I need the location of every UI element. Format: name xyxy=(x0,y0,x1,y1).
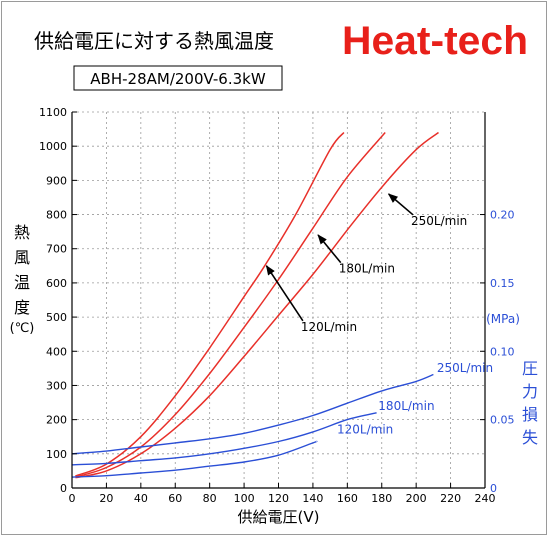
y-tick-label: 100 xyxy=(46,448,67,461)
y-axis-title-char: 温 xyxy=(14,273,30,292)
x-tick-label: 20 xyxy=(99,492,113,505)
y2-axis-title-char: 損 xyxy=(522,405,538,424)
y2-axis-title-char: 力 xyxy=(522,382,538,401)
y-tick-label: 800 xyxy=(46,209,67,222)
x-tick-label: 40 xyxy=(134,492,148,505)
x-axis-title: 供給電圧(V) xyxy=(238,508,320,526)
y-tick-label: 1000 xyxy=(39,140,67,153)
pressure-line-120L/min xyxy=(71,440,318,478)
y2-axis-title-char: 失 xyxy=(522,428,538,447)
temperature-label-arrow xyxy=(317,234,342,264)
model-box xyxy=(73,65,283,91)
y-tick-label: 200 xyxy=(46,414,67,427)
y-axis-title-char: 風 xyxy=(14,248,30,267)
y2-tick-label: 0.10 xyxy=(490,345,515,358)
x-tick-label: 200 xyxy=(406,492,427,505)
y-axis-unit: (℃) xyxy=(10,321,35,336)
model-label: ABH-28AM/200V-6.3kW xyxy=(90,70,266,88)
pressure-label-180L/min: 180L/min xyxy=(378,399,434,413)
y2-tick-label: 0.20 xyxy=(490,209,515,222)
temperature-line-180L/min xyxy=(75,132,386,478)
axes: 0 20 40 60 80 100 120 140 160 180 200 220 2400100200… xyxy=(10,106,538,526)
x-tick-label: 100 xyxy=(234,492,255,505)
y2-axis-unit: (MPa) xyxy=(486,312,520,326)
x-tick-label: 220 xyxy=(440,492,461,505)
x-tick-label: 0 xyxy=(69,492,76,505)
x-tick-label: 240 xyxy=(475,492,496,505)
y2-tick-label: 0 xyxy=(490,482,497,495)
y-tick-label: 700 xyxy=(46,243,67,256)
y-tick-label: 600 xyxy=(46,277,67,290)
temperature-label-250L/min: 250L/min xyxy=(411,214,467,228)
y-tick-label: 0 xyxy=(60,482,67,495)
series-layer xyxy=(71,131,439,479)
brand-logo: Heat-tech xyxy=(342,19,528,63)
y-tick-label: 900 xyxy=(46,174,67,187)
temperature-line-120L/min xyxy=(75,132,345,477)
annotations: 250L/min 180L/min 120L/min 250L/min 180L/min… xyxy=(265,193,493,436)
y2-axis-title-char: 圧 xyxy=(522,359,538,378)
pressure-line-180L/min xyxy=(71,412,377,466)
y-tick-label: 400 xyxy=(46,345,67,358)
pressure-line-250L/min xyxy=(71,373,434,455)
y-axis-title-char: 度 xyxy=(14,298,30,317)
grid xyxy=(71,111,486,489)
x-tick-label: 140 xyxy=(302,492,323,505)
y-tick-label: 300 xyxy=(46,379,67,392)
temperature-line-250L/min xyxy=(75,131,439,479)
pressure-label-250L/min: 250L/min xyxy=(437,361,493,375)
x-tick-label: 160 xyxy=(337,492,358,505)
x-tick-label: 180 xyxy=(371,492,392,505)
chart-title: 供給電圧に対する熱風温度 xyxy=(34,29,274,53)
temperature-label-arrow xyxy=(387,193,414,216)
x-tick-label: 80 xyxy=(203,492,217,505)
pressure-label-120L/min: 120L/min xyxy=(337,422,393,436)
y2-tick-label: 0.15 xyxy=(490,277,515,290)
temperature-label-arrow xyxy=(265,264,304,322)
x-tick-label: 120 xyxy=(268,492,289,505)
temperature-label-120L/min: 120L/min xyxy=(301,320,357,334)
x-tick-label: 60 xyxy=(168,492,182,505)
y-tick-label: 500 xyxy=(46,311,67,324)
y-axis-title-char: 熱 xyxy=(14,223,30,242)
y-tick-label: 1100 xyxy=(39,106,67,119)
temperature-label-180L/min: 180L/min xyxy=(339,262,395,276)
y2-tick-label: 0.05 xyxy=(490,414,515,427)
